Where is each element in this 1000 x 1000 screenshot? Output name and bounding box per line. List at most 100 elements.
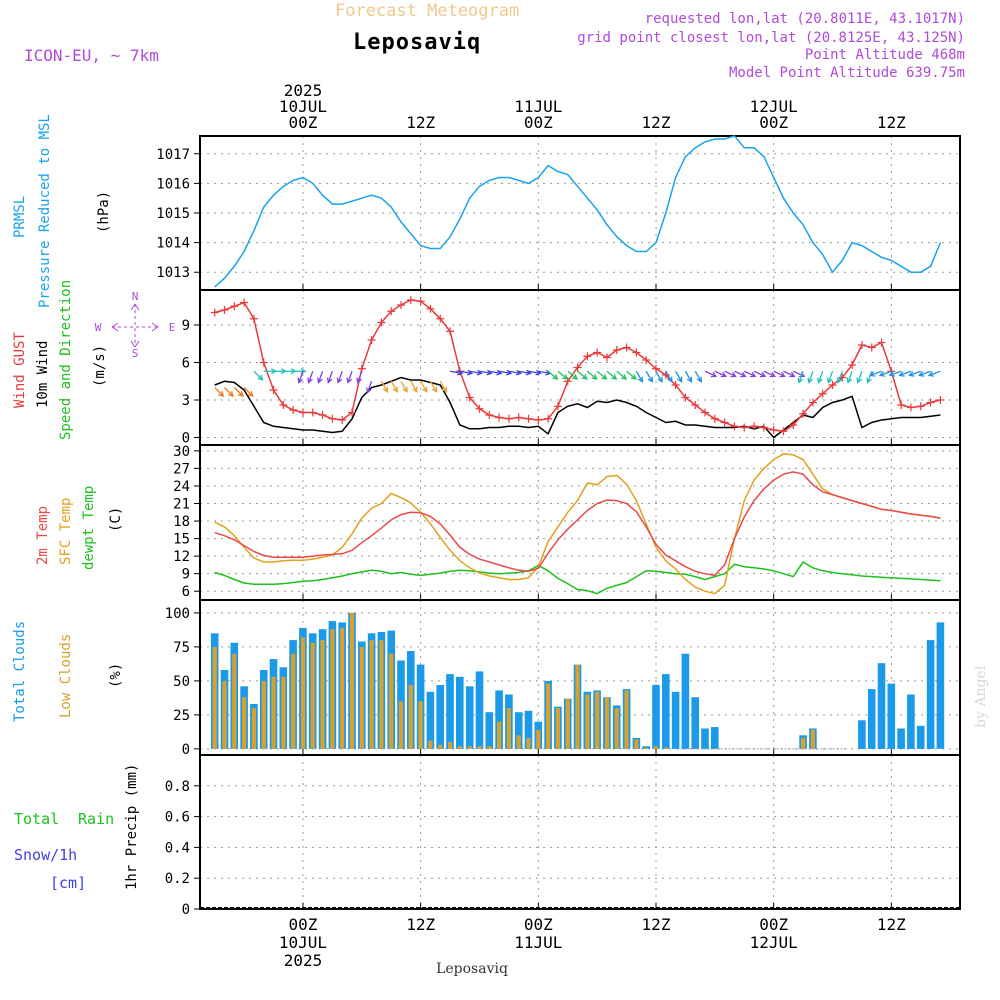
wind-direction-arrow <box>253 370 263 381</box>
wind-gust-point <box>681 393 690 402</box>
wind-direction-arrow <box>783 370 795 377</box>
wind-gust-point <box>504 414 513 423</box>
wind-direction-arrowhead <box>591 374 598 380</box>
clouds-ytick-label: 75 <box>173 640 190 656</box>
top-time-label: 12Z <box>642 113 671 132</box>
snow-precip-label: Snow/1h <box>14 846 77 864</box>
wind-gust-point <box>612 346 621 354</box>
low-clouds-bar <box>310 642 315 749</box>
compass-arrowheads <box>111 303 159 348</box>
wind-direction-arrow <box>857 371 863 383</box>
wind-direction-arrow <box>773 370 785 377</box>
wind-direction-arrow <box>538 370 551 374</box>
footer-location: Leposaviq <box>436 961 508 977</box>
wind-direction-arrow <box>626 370 637 380</box>
low-clouds-bar <box>526 738 531 749</box>
wind-direction-arrow <box>547 370 558 380</box>
total-clouds-bar <box>524 710 533 749</box>
wind-direction-arrowhead <box>297 377 304 384</box>
wind-gust-point <box>701 408 710 417</box>
pressure-ytick-label: 1017 <box>156 147 190 163</box>
2m-temp-line <box>214 471 941 577</box>
wind-direction-arrowhead <box>476 369 483 376</box>
wind-direction-arrow <box>694 370 702 382</box>
low-clouds-bar <box>330 629 335 749</box>
wind-speed-label: Speed and Direction <box>58 280 74 440</box>
wind-direction-arrowhead <box>611 374 618 380</box>
total-precip-label: Total <box>14 810 59 828</box>
wind-gust-point <box>318 411 327 419</box>
wind-direction-arrow <box>684 370 692 382</box>
banner-title: Forecast Meteogram <box>335 1 519 21</box>
low-clouds-bar <box>506 708 511 749</box>
wind-direction-arrow <box>899 370 912 376</box>
wind-gust-point <box>799 409 808 418</box>
low-clouds-label: Low Clouds <box>58 634 74 718</box>
low-clouds-bar <box>457 746 462 749</box>
wind-direction-arrowhead <box>422 386 428 393</box>
wind-gust-point <box>367 336 376 344</box>
temperature-ytick-label: 12 <box>173 549 190 565</box>
wind-direction-arrow <box>557 370 568 380</box>
wind-direction-arrow <box>469 370 482 374</box>
wind-direction-arrow <box>870 370 882 376</box>
wind-direction-arrow <box>798 371 804 383</box>
wind-gust-point <box>573 363 582 372</box>
wind-gust-point <box>259 358 268 367</box>
wind-direction-arrow <box>357 371 363 383</box>
total-clouds-bar <box>436 685 444 749</box>
requested-point: requested lon,lat (20.8011E, 43.1017N) <box>645 11 965 27</box>
wind-direction-arrowhead <box>402 386 408 393</box>
total-clouds-bar <box>671 691 680 749</box>
wind-direction-arrowhead <box>836 377 843 384</box>
wind-direction-arrow <box>577 370 588 380</box>
wind-gust-point <box>377 318 386 327</box>
wind-direction-arrowhead <box>456 369 464 376</box>
wind-gust-point <box>544 414 553 423</box>
wind-direction-arrowhead <box>228 391 234 397</box>
wind-direction-arrowhead <box>412 386 418 393</box>
low-clouds-bar <box>653 746 659 749</box>
low-clouds-bar <box>359 646 364 749</box>
wind-direction-arrow <box>714 370 726 377</box>
low-clouds-bar <box>575 664 580 749</box>
low-clouds-bar <box>320 640 325 749</box>
temperature-ytick-label: 21 <box>173 496 190 512</box>
sfc-temp-line <box>214 453 941 595</box>
low-clouds-bar <box>516 735 521 749</box>
pressure-label-2: Pressure Reduced to MSL <box>37 114 53 308</box>
wind-direction-arrow <box>763 370 776 377</box>
wind-direction-arrowhead <box>307 377 313 384</box>
wind-direction-arrowhead <box>571 374 578 380</box>
wind-direction-arrowhead <box>868 371 876 377</box>
bottom-time-label: 00Z <box>759 915 788 934</box>
wind-gust-point <box>298 408 307 417</box>
low-clouds-bar <box>418 701 423 749</box>
low-clouds-bar <box>349 612 355 749</box>
compass-e: E <box>169 321 176 334</box>
wind-direction-arrow <box>645 370 653 382</box>
wind-gust-point <box>289 406 298 414</box>
clouds-ytick-label: 25 <box>173 708 190 724</box>
wind-direction-arrowhead <box>647 376 653 383</box>
compass-n: N <box>132 290 139 303</box>
low-clouds-bar <box>408 685 413 749</box>
wind-direction-arrow <box>479 370 492 374</box>
wind-direction-arrowhead <box>730 371 737 378</box>
wind-gust-point <box>553 402 562 411</box>
total-clouds-bar <box>681 653 690 749</box>
low-clouds-bar <box>291 653 296 749</box>
precip-ytick-label: 0.2 <box>165 871 190 887</box>
wind-direction-arrowhead <box>846 377 853 384</box>
wind-gust-point <box>397 301 406 309</box>
wind-gust-point <box>818 389 827 398</box>
wind-direction-arrowhead <box>667 376 673 383</box>
wind-direction-arrow <box>879 370 892 376</box>
total-clouds-bar <box>711 727 719 749</box>
wind-direction-arrow <box>243 387 254 397</box>
total-clouds-bar <box>691 697 699 749</box>
pressure-ytick-label: 1016 <box>156 176 190 192</box>
wind-gust-point <box>632 348 641 357</box>
wind-direction-arrowhead <box>466 369 474 376</box>
